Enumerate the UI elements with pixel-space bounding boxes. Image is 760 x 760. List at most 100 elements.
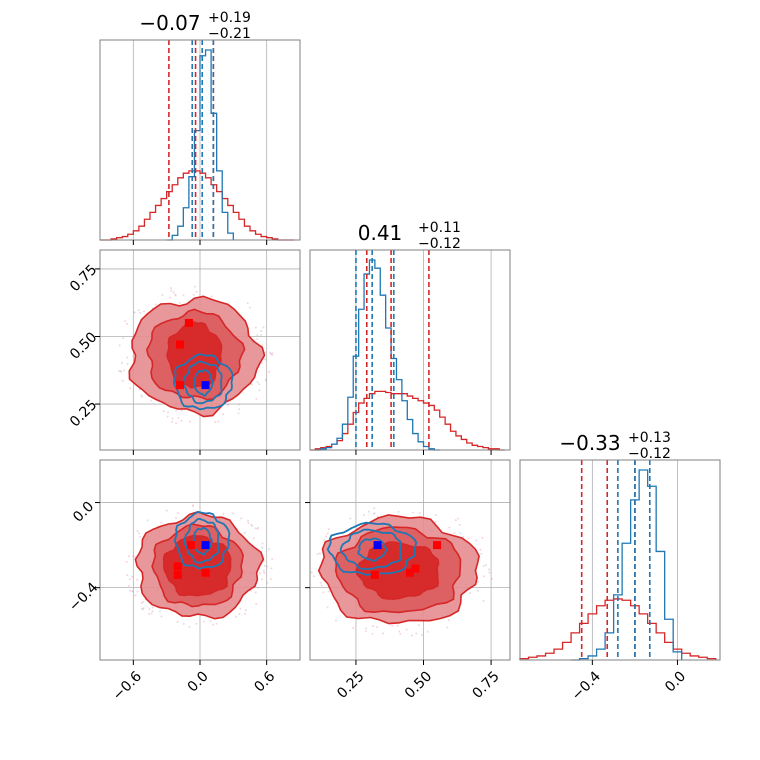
sample-point <box>214 421 217 424</box>
red-marker <box>173 562 182 571</box>
panel-frame <box>309 459 511 661</box>
sample-point <box>176 620 179 623</box>
sample-point <box>488 568 491 571</box>
sample-point <box>170 289 173 292</box>
sample-point <box>182 622 185 625</box>
red-marker <box>406 568 414 577</box>
y-tick-label: 0.25 <box>67 397 100 430</box>
red-marker <box>411 564 420 573</box>
sample-point <box>271 557 274 560</box>
sample-point <box>126 356 129 359</box>
sample-point <box>325 535 328 538</box>
sample-point <box>469 592 472 595</box>
sample-point <box>142 600 145 603</box>
sample-point <box>396 624 399 627</box>
sample-point <box>434 520 437 523</box>
sample-point <box>362 514 365 517</box>
sample-point <box>180 419 183 422</box>
blue-contour <box>193 368 214 397</box>
sample-point <box>129 589 132 592</box>
sample-point <box>127 584 130 587</box>
sample-point <box>254 527 257 530</box>
red-contour <box>162 534 232 597</box>
sample-point <box>180 409 183 412</box>
sample-point <box>239 607 242 610</box>
y-tick-label: 0.75 <box>67 262 100 295</box>
sample-point <box>150 612 153 615</box>
sample-point <box>457 517 460 520</box>
sample-point <box>371 632 374 635</box>
panel-title-minus: −0.21 <box>208 26 251 42</box>
panel-title-plus: +0.11 <box>418 220 461 236</box>
x-tick-label: 0.50 <box>402 668 435 701</box>
sample-point <box>161 294 164 297</box>
sample-point <box>240 517 243 520</box>
sample-point <box>415 632 418 635</box>
blue-contour <box>173 510 231 570</box>
sample-point <box>136 529 139 532</box>
sample-point <box>175 409 178 412</box>
sample-point <box>376 626 379 629</box>
sample-point <box>434 514 437 517</box>
sample-point <box>326 532 329 535</box>
sample-point <box>148 612 151 615</box>
sample-point <box>165 509 168 512</box>
sample-point <box>126 574 129 577</box>
sample-point <box>151 610 154 613</box>
pair-panel-p3_vs_p1: −0.4 0.0 −0.6 0.0 0.6 <box>66 459 301 704</box>
sample-point <box>118 344 121 347</box>
sample-point <box>150 399 153 402</box>
sample-point <box>267 548 270 551</box>
sample-point <box>140 394 143 397</box>
sample-point <box>192 504 195 507</box>
sample-point <box>182 294 185 297</box>
sample-point <box>139 311 142 314</box>
sample-point <box>136 578 139 581</box>
sample-point <box>260 330 263 333</box>
sample-point <box>192 293 195 296</box>
x-tick-label: 0.6 <box>251 668 278 695</box>
sample-point <box>174 293 177 296</box>
sample-point <box>159 610 162 613</box>
x-tick-label: 0.25 <box>334 668 367 701</box>
y-tick-label: 0.0 <box>70 499 97 526</box>
sample-point <box>365 627 368 630</box>
sample-point <box>121 362 124 365</box>
red-marker <box>184 318 193 327</box>
red-marker <box>370 570 379 579</box>
sample-point <box>446 626 449 629</box>
sample-point <box>244 531 247 534</box>
sample-point <box>148 607 151 610</box>
sample-point <box>151 606 154 609</box>
sample-point <box>238 612 241 615</box>
sample-point <box>175 517 178 520</box>
sample-point <box>122 337 125 340</box>
sample-point <box>372 625 375 628</box>
sample-point <box>261 546 264 549</box>
sample-point <box>126 322 129 325</box>
panel-plot-area <box>100 460 300 660</box>
sample-point <box>237 412 240 415</box>
blue-contour <box>339 528 403 570</box>
sample-point <box>250 383 253 386</box>
sample-point <box>481 536 484 539</box>
panel-plot-area <box>306 460 510 660</box>
sample-point <box>123 369 126 372</box>
sample-point <box>146 519 149 522</box>
sample-point <box>306 576 308 578</box>
sample-point <box>139 536 142 539</box>
sample-point <box>335 619 338 622</box>
sample-point <box>482 599 485 602</box>
x-tick-label: 0.0 <box>662 668 689 695</box>
x-tick-label: −0.6 <box>110 668 145 703</box>
sample-point <box>172 291 175 294</box>
sample-point <box>247 519 250 522</box>
sample-point <box>260 334 263 337</box>
sample-point <box>484 563 487 566</box>
sample-point <box>367 510 370 513</box>
sample-point <box>447 619 450 622</box>
sample-point <box>255 397 258 400</box>
sample-point <box>202 620 205 623</box>
sample-point <box>420 634 423 637</box>
sample-point <box>467 537 470 540</box>
